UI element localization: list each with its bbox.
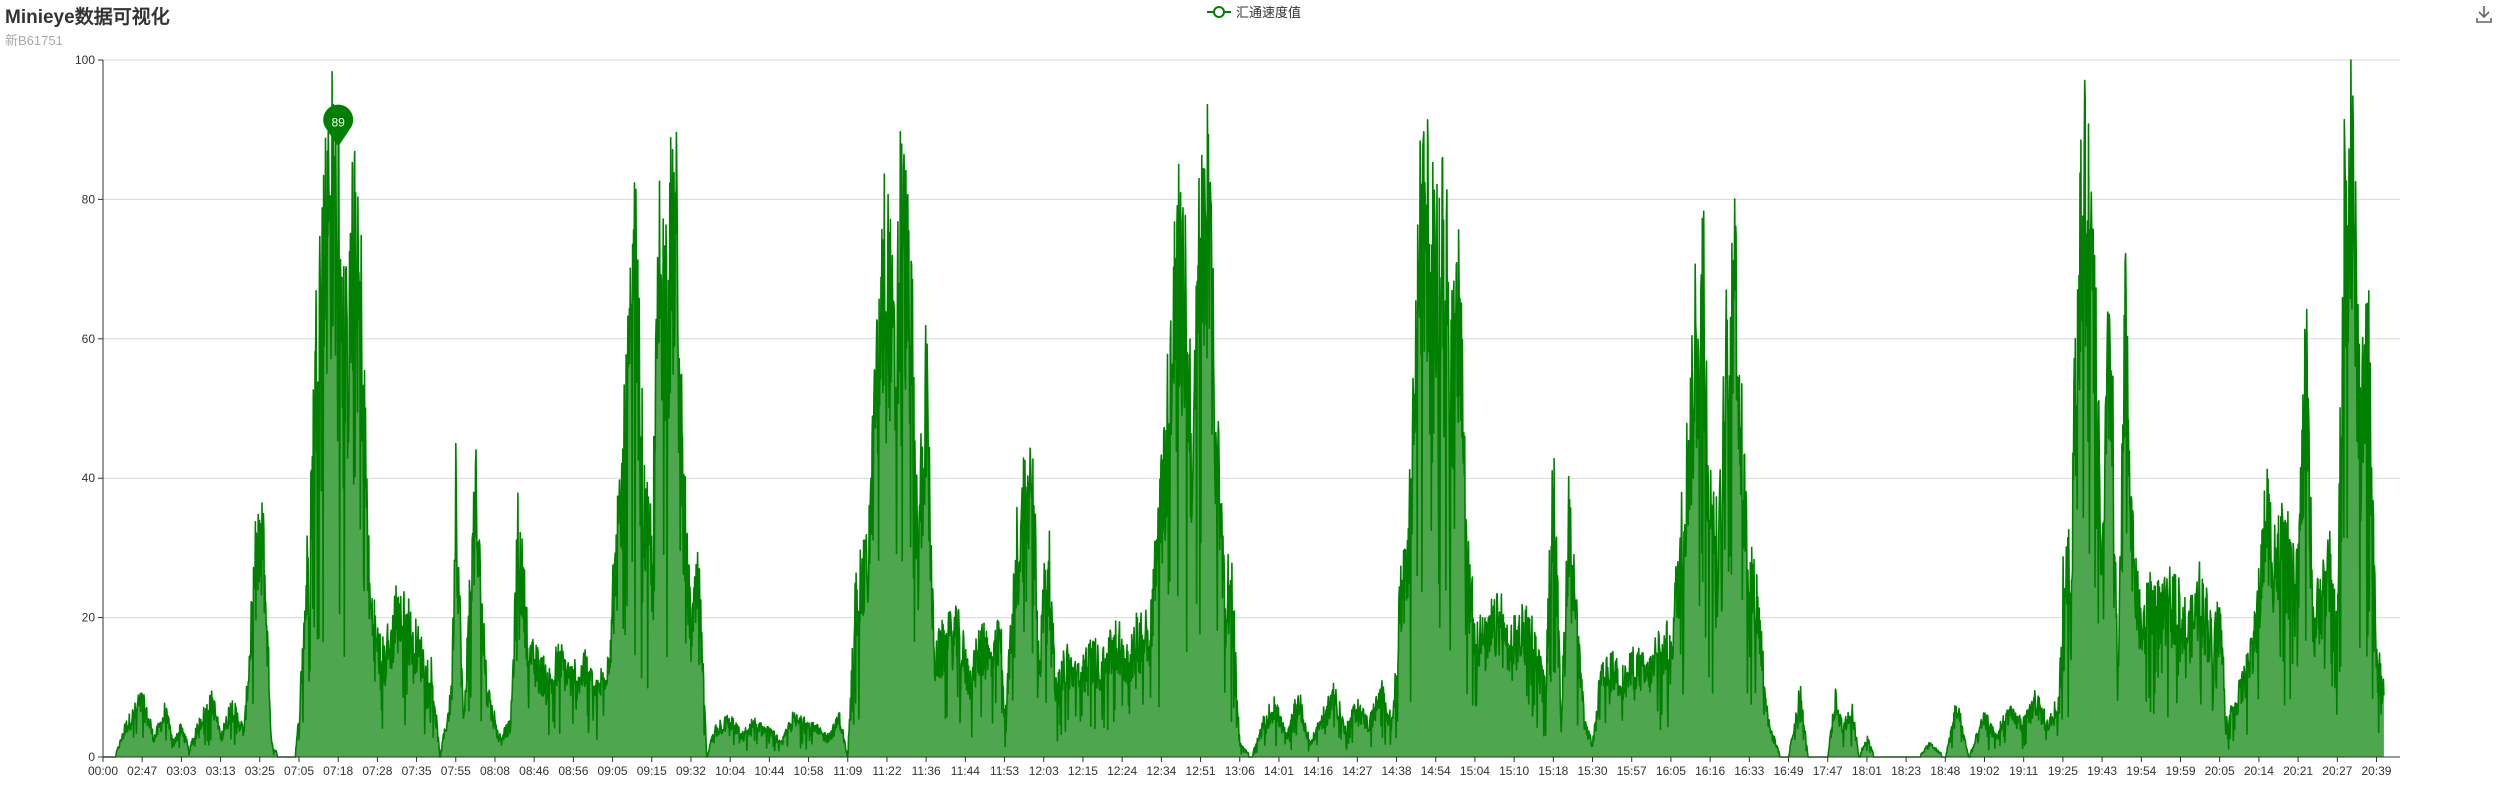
legend-label: 汇通速度值 bbox=[1236, 5, 1302, 20]
x-tick-label: 15:18 bbox=[1538, 764, 1568, 778]
x-tick-label: 12:03 bbox=[1029, 764, 1059, 778]
x-tick-label: 15:10 bbox=[1499, 764, 1529, 778]
x-tick-label: 14:38 bbox=[1382, 764, 1412, 778]
x-tick-label: 09:05 bbox=[598, 764, 628, 778]
x-tick-label: 14:01 bbox=[1264, 764, 1294, 778]
x-tick-label: 16:33 bbox=[1734, 764, 1764, 778]
x-tick-label: 13:06 bbox=[1225, 764, 1255, 778]
legend-line-circle-icon bbox=[1207, 5, 1231, 18]
y-tick-label: 100 bbox=[75, 53, 95, 67]
x-tick-label: 00:00 bbox=[88, 764, 118, 778]
x-tick-label: 15:30 bbox=[1578, 764, 1608, 778]
x-tick-label: 12:24 bbox=[1107, 764, 1137, 778]
x-tick-label: 12:51 bbox=[1186, 764, 1216, 778]
y-tick-label: 80 bbox=[82, 192, 96, 206]
x-tick-label: 03:03 bbox=[166, 764, 196, 778]
x-tick-label: 20:05 bbox=[2205, 764, 2235, 778]
markpoint-pin bbox=[323, 104, 354, 147]
y-tick-label: 20 bbox=[82, 611, 96, 625]
chart-title: Minieye数据可视化 bbox=[5, 7, 170, 28]
x-tick-label: 07:28 bbox=[362, 764, 392, 778]
x-tick-label: 14:27 bbox=[1342, 764, 1372, 778]
x-tick-label: 15:04 bbox=[1460, 764, 1490, 778]
x-tick-label: 20:14 bbox=[2244, 764, 2274, 778]
x-tick-label: 03:13 bbox=[206, 764, 236, 778]
x-tick-label: 07:18 bbox=[323, 764, 353, 778]
series-line bbox=[102, 59, 2385, 758]
x-tick-label: 10:58 bbox=[794, 764, 824, 778]
x-tick-label: 19:11 bbox=[2009, 764, 2038, 778]
x-tick-label: 08:46 bbox=[519, 764, 549, 778]
x-tick-label: 19:54 bbox=[2126, 764, 2156, 778]
legend-item[interactable]: 汇通速度值 bbox=[1207, 2, 1301, 21]
x-tick-label: 19:02 bbox=[1969, 764, 1999, 778]
y-tick-label: 40 bbox=[82, 471, 96, 485]
x-tick-label: 10:04 bbox=[715, 764, 745, 778]
x-tick-label: 10:44 bbox=[754, 764, 784, 778]
series-area bbox=[103, 60, 2384, 757]
x-tick-label: 20:21 bbox=[2283, 764, 2313, 778]
x-tick-label: 18:48 bbox=[1930, 764, 1960, 778]
x-tick-label: 09:32 bbox=[676, 764, 706, 778]
x-tick-label: 19:43 bbox=[2087, 764, 2117, 778]
y-tick-label: 0 bbox=[88, 750, 95, 764]
x-tick-label: 17:47 bbox=[1813, 764, 1843, 778]
x-tick-label: 16:16 bbox=[1695, 764, 1725, 778]
x-tick-label: 14:16 bbox=[1303, 764, 1333, 778]
x-tick-label: 11:09 bbox=[833, 764, 862, 778]
x-tick-label: 12:34 bbox=[1146, 764, 1176, 778]
download-icon[interactable] bbox=[2474, 4, 2494, 29]
x-tick-label: 18:01 bbox=[1852, 764, 1882, 778]
x-tick-label: 07:05 bbox=[284, 764, 314, 778]
x-tick-label: 07:55 bbox=[441, 764, 471, 778]
x-tick-label: 08:56 bbox=[558, 764, 588, 778]
x-tick-label: 14:54 bbox=[1421, 764, 1451, 778]
x-tick-label: 12:15 bbox=[1068, 764, 1098, 778]
x-tick-label: 11:44 bbox=[951, 764, 980, 778]
x-tick-label: 02:47 bbox=[127, 764, 157, 778]
x-tick-label: 03:25 bbox=[245, 764, 275, 778]
x-tick-label: 11:22 bbox=[872, 764, 901, 778]
x-tick-label: 20:39 bbox=[2361, 764, 2391, 778]
y-tick-label: 60 bbox=[82, 332, 96, 346]
x-tick-label: 11:36 bbox=[912, 764, 941, 778]
x-tick-label: 16:49 bbox=[1773, 764, 1803, 778]
x-tick-label: 16:05 bbox=[1656, 764, 1686, 778]
x-tick-label: 18:23 bbox=[1891, 764, 1921, 778]
markpoint-label: 89 bbox=[332, 116, 346, 130]
x-tick-label: 09:15 bbox=[637, 764, 667, 778]
x-tick-label: 19:59 bbox=[2165, 764, 2195, 778]
x-tick-label: 07:35 bbox=[402, 764, 432, 778]
x-tick-label: 11:53 bbox=[990, 764, 1019, 778]
x-tick-label: 15:57 bbox=[1617, 764, 1647, 778]
x-tick-label: 19:25 bbox=[2048, 764, 2078, 778]
x-tick-label: 20:27 bbox=[2322, 764, 2352, 778]
chart-subtitle: 新B61751 bbox=[5, 33, 63, 48]
x-tick-label: 08:08 bbox=[480, 764, 510, 778]
